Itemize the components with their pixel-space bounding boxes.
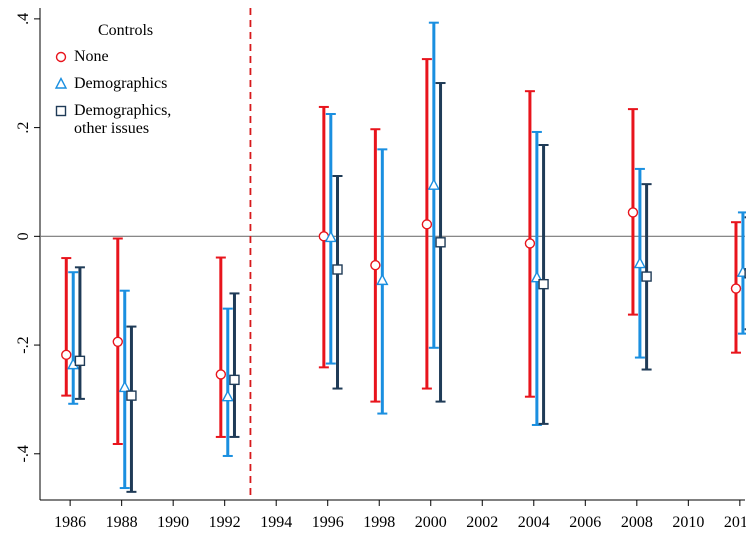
legend-label: Demographics, other issues: [74, 102, 172, 137]
point: [118, 380, 131, 393]
x-tick-label: 2006: [569, 514, 601, 531]
point: [55, 51, 67, 63]
point: [324, 230, 337, 243]
x-tick-label: 2002: [466, 514, 498, 531]
legend-label: None: [74, 48, 109, 65]
point: [627, 207, 639, 218]
point: [435, 237, 446, 248]
legend-symbol: [54, 76, 68, 89]
point: [538, 278, 549, 290]
point: [61, 349, 72, 361]
legend-symbol: [55, 105, 67, 117]
x-tick-label: 1996: [312, 514, 344, 531]
point: [55, 105, 67, 117]
point: [730, 283, 742, 294]
point: [215, 369, 227, 380]
legend-title: Controls: [98, 22, 154, 39]
x-tick-label: 1992: [209, 514, 241, 531]
legend-item: None: [52, 48, 184, 66]
x-tick-label: 2012: [724, 514, 746, 531]
point: [370, 259, 381, 271]
point: [112, 336, 123, 347]
x-tick-label: 2010: [672, 514, 704, 531]
y-tick-label: -.4: [15, 445, 32, 462]
point: [421, 219, 433, 230]
y-tick-label: .2: [15, 122, 32, 134]
x-tick-label: 1988: [106, 514, 138, 531]
y-tick-label: 0: [15, 232, 32, 240]
y-tick-label: -.2: [15, 336, 32, 353]
x-tick-label: 2004: [518, 514, 550, 531]
x-tick-label: 2000: [415, 514, 447, 531]
point: [229, 374, 240, 386]
point: [74, 355, 86, 367]
point: [524, 238, 536, 249]
legend-symbol: [55, 51, 67, 63]
legend-item: Demographics: [52, 75, 184, 93]
point: [126, 390, 137, 401]
x-tick-label: 1990: [157, 514, 189, 531]
point: [641, 271, 652, 282]
legend: Controls None Demographics Demographics, o…: [52, 22, 184, 147]
point: [376, 273, 389, 286]
y-tick-label: .4: [15, 13, 32, 25]
x-tick-label: 1986: [54, 514, 86, 531]
legend-item: Demographics, other issues: [52, 102, 184, 138]
point: [221, 389, 234, 402]
x-tick-label: 1998: [363, 514, 395, 531]
legend-label: Demographics: [74, 75, 168, 92]
point: [427, 178, 441, 190]
point: [54, 76, 68, 89]
point: [332, 264, 343, 275]
x-tick-label: 1994: [260, 514, 292, 531]
point: [633, 256, 647, 269]
x-tick-label: 2008: [621, 514, 653, 531]
